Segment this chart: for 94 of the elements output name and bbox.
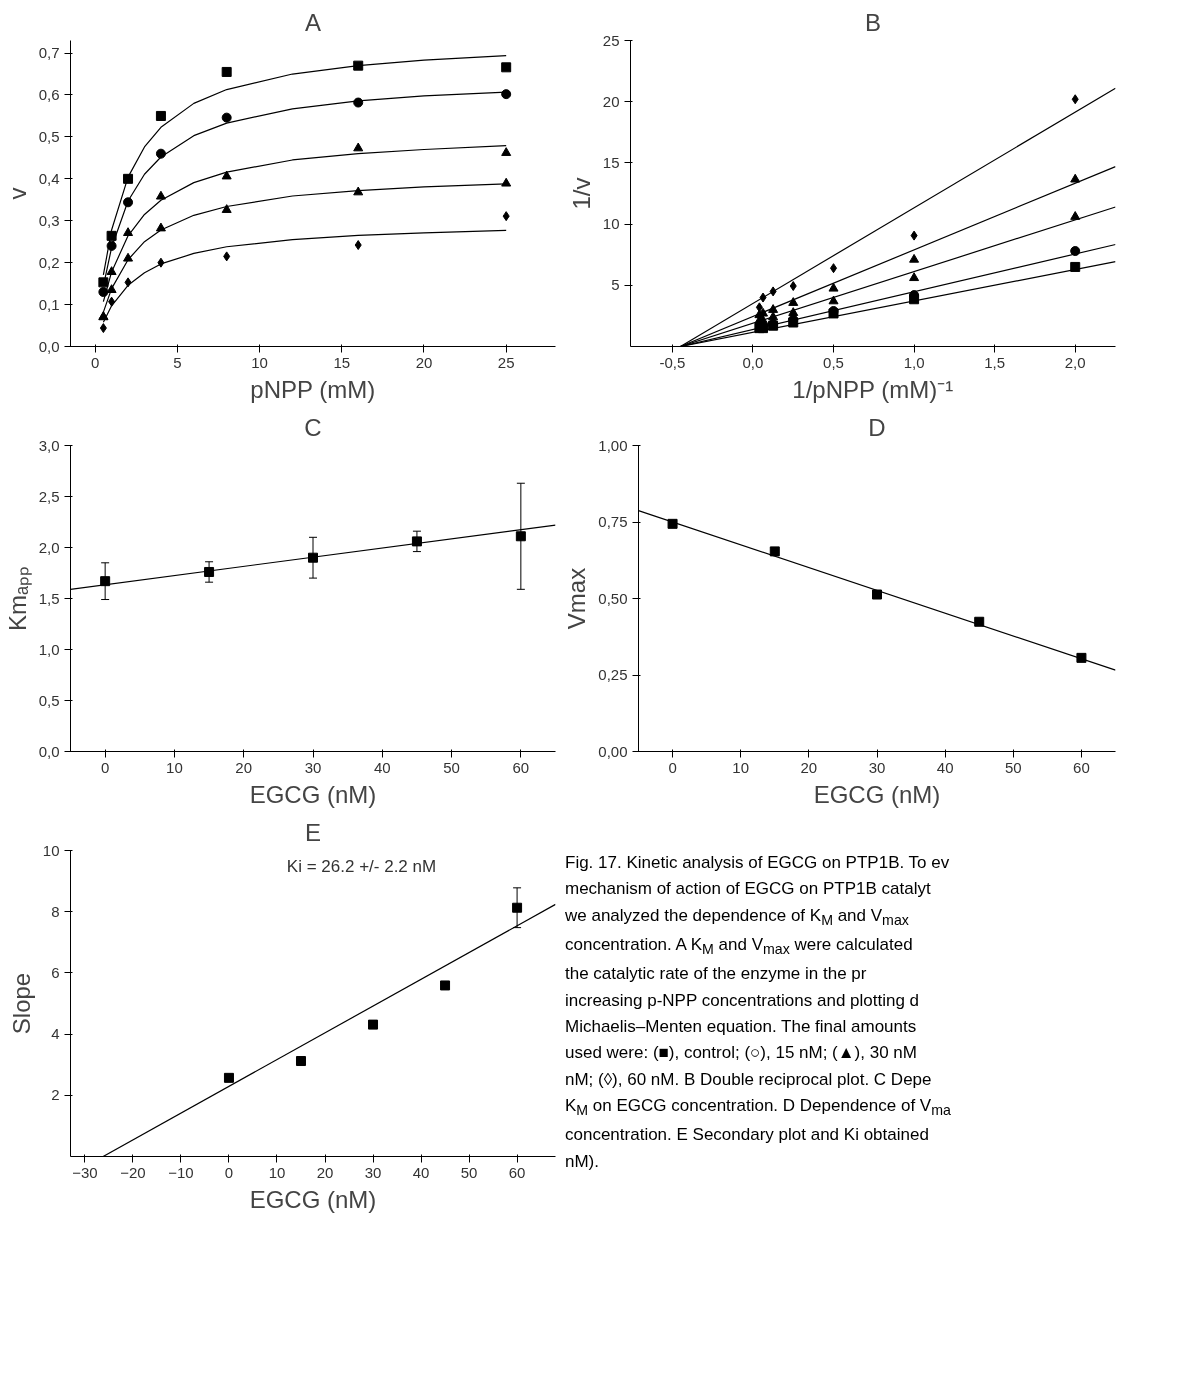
x-tick-label: 20 bbox=[235, 758, 253, 776]
text: concentration. A K$_{M}$ and V$_{max}$ were calculated bbox=[565, 935, 913, 958]
x-axis-title: 1/pNPP (mM)⁻¹ bbox=[792, 375, 954, 403]
chart-title: A bbox=[305, 8, 322, 36]
x-tick-label: −30 bbox=[72, 1163, 98, 1181]
x-tick-label: −10 bbox=[168, 1163, 194, 1181]
chart-title: D bbox=[868, 413, 886, 441]
y-tick-label: 20 bbox=[602, 92, 620, 110]
text: mechanism of action of EGCG on PTP1B catalyt bbox=[565, 879, 931, 899]
x-tick-label: 30 bbox=[868, 758, 886, 776]
x-tick-label: 0 bbox=[224, 1163, 234, 1181]
y-tick-label: 0,1 bbox=[38, 295, 60, 313]
y-tick-label: 1,00 bbox=[598, 436, 628, 454]
text: used were: (■), control; (○), 15 nM; (▲), 30 nM bbox=[565, 1043, 917, 1063]
chart-title: B bbox=[865, 8, 882, 36]
x-tick-label: 0 bbox=[90, 353, 100, 371]
y-tick-label: 25 bbox=[602, 31, 620, 49]
annotation: Ki = 26.2 +/- 2.2 nM bbox=[286, 856, 437, 876]
y-tick-label: 0,5 bbox=[38, 691, 60, 709]
x-tick-label: 20 bbox=[415, 353, 433, 371]
y-tick-label: 0,25 bbox=[598, 666, 628, 683]
x-tick-label: 30 bbox=[304, 758, 322, 776]
x-axis-title: pNPP (mM) bbox=[250, 375, 376, 403]
x-tick-label: 60 bbox=[512, 758, 530, 776]
x-tick-label: 0 bbox=[100, 758, 110, 776]
y-tick-label: 0,0 bbox=[38, 337, 60, 355]
x-tick-label: 10 bbox=[166, 758, 183, 776]
x-axis-title: EGCG (nM) bbox=[249, 780, 377, 808]
y-tick-label: 15 bbox=[602, 153, 620, 171]
x-tick-label: 40 bbox=[936, 758, 954, 776]
y-tick-label: 2,0 bbox=[38, 538, 60, 556]
y-tick-label: 0,3 bbox=[38, 211, 60, 229]
chart-title: C bbox=[304, 413, 322, 441]
x-tick-label: 15 bbox=[333, 353, 351, 371]
x-tick-label: 10 bbox=[268, 1163, 286, 1181]
y-tick-label: 0,4 bbox=[38, 169, 60, 187]
y-tick-label: 0,7 bbox=[38, 44, 60, 62]
y-tick-label: 0,75 bbox=[598, 513, 628, 530]
y-axis-title: Slope bbox=[7, 972, 35, 1035]
y-tick-label: 4 bbox=[51, 1025, 60, 1043]
x-tick-label: 30 bbox=[364, 1163, 382, 1181]
text: Michaelis–Menten equation. The final amounts bbox=[565, 1017, 917, 1037]
y-tick-label: 0,50 bbox=[598, 589, 628, 607]
text: we analyzed the dependence of K$_{M}$ and V$_{max}$ bbox=[565, 905, 909, 929]
y-tick-label: 10 bbox=[42, 841, 60, 859]
x-tick-label: 40 bbox=[412, 1163, 430, 1181]
y-tick-label: 0,0 bbox=[38, 742, 60, 760]
x-tick-label: 50 bbox=[460, 1163, 478, 1181]
y-tick-label: 1,5 bbox=[38, 589, 60, 607]
y-axis-title: Kmₐₚₚ bbox=[3, 566, 32, 631]
y-tick-label: 6 bbox=[51, 963, 60, 981]
x-axis-title: EGCG (nM) bbox=[813, 780, 941, 808]
x-tick-label: 10 bbox=[732, 758, 750, 776]
x-tick-label: 20 bbox=[316, 1163, 334, 1181]
text: nM; (◊), 60 nM. B Double reciprocal plot. C Depe bbox=[565, 1069, 932, 1089]
x-tick-label: 0,0 bbox=[742, 353, 764, 371]
x-tick-label: 40 bbox=[373, 758, 391, 776]
x-tick-label: 1,0 bbox=[903, 353, 925, 371]
x-tick-label: 20 bbox=[800, 758, 818, 776]
y-axis-title: 1/v bbox=[567, 177, 595, 210]
x-tick-label: 60 bbox=[1073, 758, 1090, 776]
y-tick-label: 1,0 bbox=[38, 640, 60, 658]
y-tick-label: 5 bbox=[611, 276, 620, 294]
text: the catalytic rate of the enzyme in the pr bbox=[565, 964, 867, 984]
y-tick-label: 2,5 bbox=[38, 487, 60, 505]
y-tick-label: 3,0 bbox=[38, 436, 60, 454]
x-tick-label: 10 bbox=[251, 353, 268, 371]
x-tick-label: 50 bbox=[443, 758, 460, 776]
caption: Fig. 17. Kinetic analysis of EGCG on PTP1B. To ev bbox=[565, 853, 950, 872]
x-tick-label: 0,5 bbox=[823, 353, 844, 371]
text: increasing p-NPP concentrations and plotting d bbox=[565, 990, 920, 1010]
y-axis-title: Vmax bbox=[563, 567, 591, 630]
x-tick-label: 25 bbox=[497, 353, 515, 371]
y-axis-title: v bbox=[3, 187, 31, 200]
y-tick-label: 0,00 bbox=[598, 742, 628, 760]
x-tick-label: 0 bbox=[668, 758, 677, 776]
x-tick-label: 2,0 bbox=[1064, 353, 1086, 371]
y-tick-label: 10 bbox=[602, 215, 620, 233]
x-tick-label: 50 bbox=[1004, 758, 1022, 776]
y-tick-label: 2 bbox=[51, 1086, 60, 1104]
x-axis-title: EGCG (nM) bbox=[249, 1185, 377, 1213]
chart-title: E bbox=[305, 818, 322, 846]
x-tick-label: 5 bbox=[173, 353, 182, 371]
y-tick-label: 0,6 bbox=[38, 85, 60, 103]
text: nM). bbox=[565, 1151, 599, 1171]
text: concentration. E Secondary plot and Ki obtained bbox=[565, 1125, 929, 1145]
y-tick-label: 0,2 bbox=[38, 253, 60, 271]
text: K$_{M}$ on EGCG concentration. D Dependence of V$_{ma}$ bbox=[565, 1096, 951, 1119]
x-tick-label: 1,5 bbox=[984, 353, 1006, 371]
y-tick-label: 8 bbox=[51, 902, 60, 920]
x-tick-label: 60 bbox=[508, 1163, 526, 1181]
x-tick-label: -0,5 bbox=[659, 353, 686, 371]
y-tick-label: 0,5 bbox=[38, 127, 60, 145]
x-tick-label: −20 bbox=[120, 1163, 146, 1181]
